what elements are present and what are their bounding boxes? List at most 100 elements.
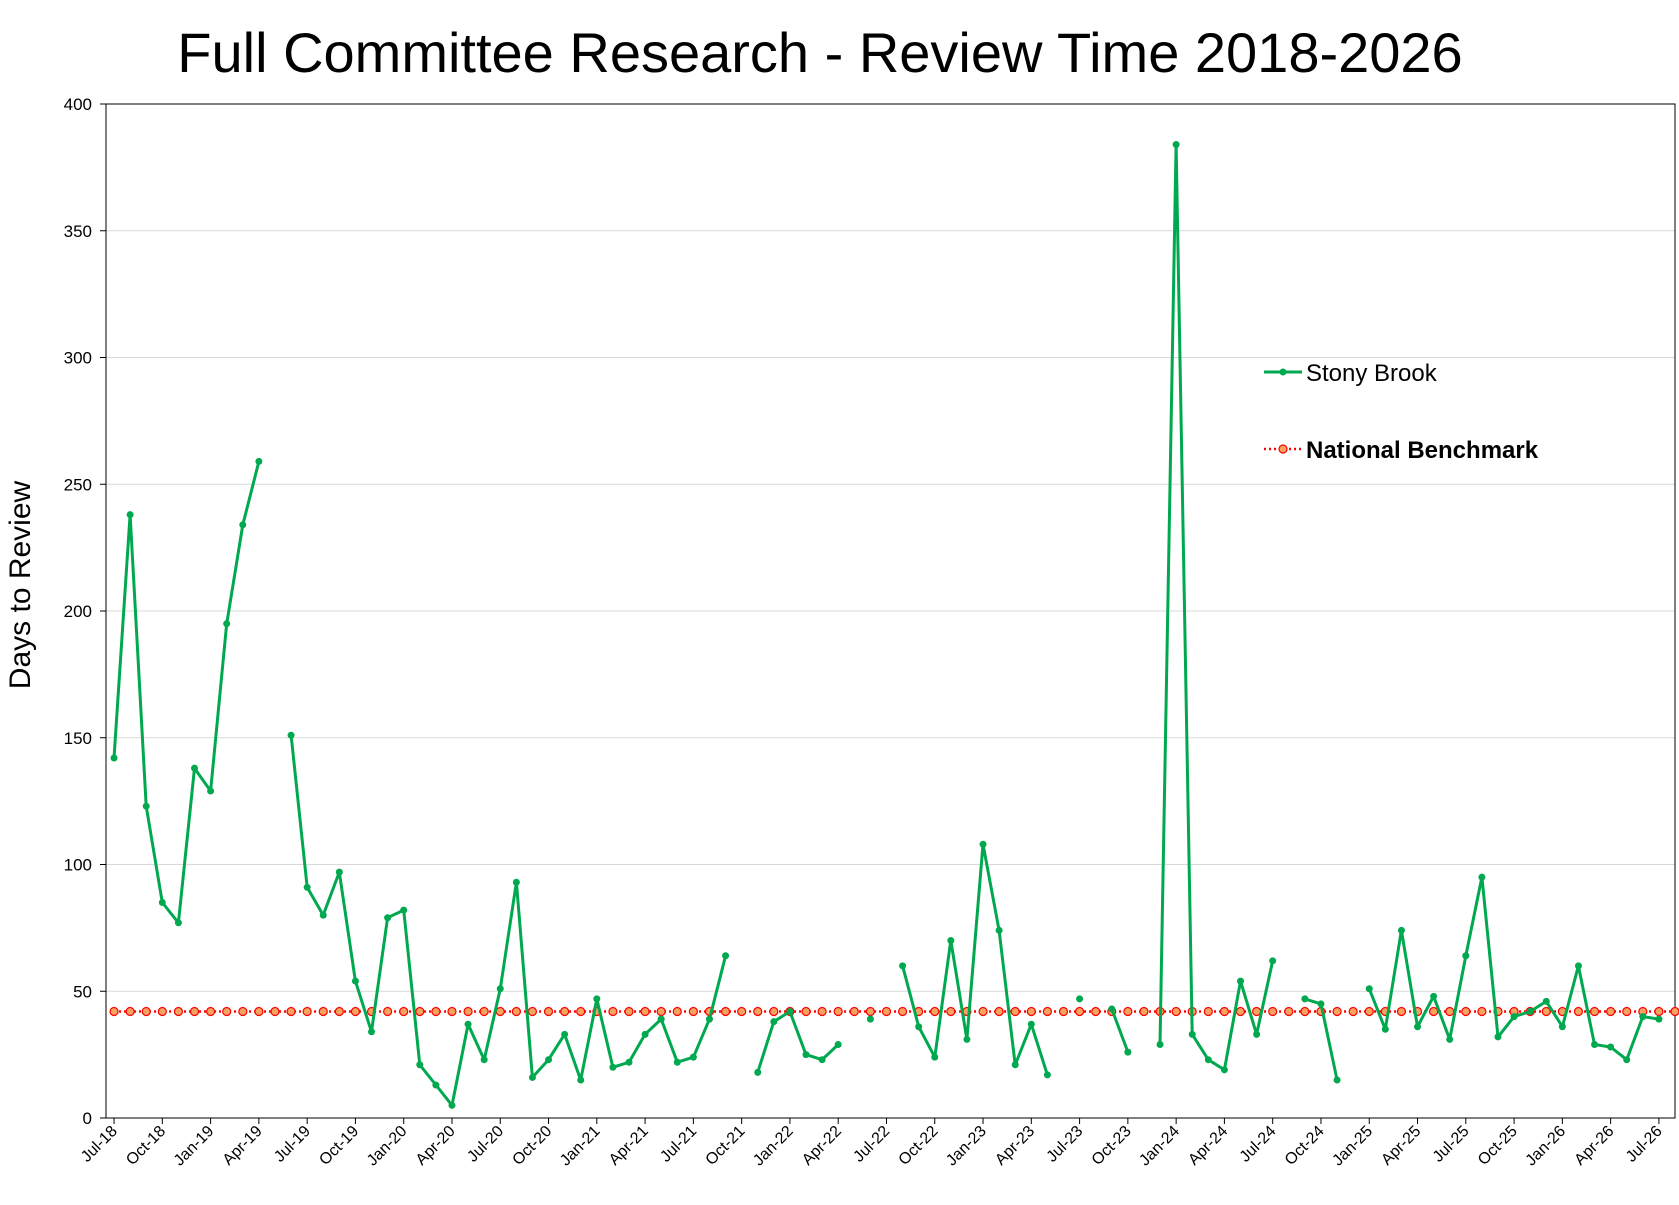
- legend-item-national-benchmark: National Benchmark: [1264, 437, 1539, 464]
- data-point: [319, 911, 327, 919]
- data-point: [1510, 1013, 1518, 1021]
- benchmark-point: [463, 1006, 473, 1017]
- data-point: [593, 995, 601, 1003]
- data-point: [577, 1076, 585, 1084]
- benchmark-point: [817, 1006, 827, 1017]
- benchmark-point: [399, 1006, 409, 1017]
- benchmark-point: [833, 1006, 843, 1017]
- series-line-segment: [1158, 143, 1275, 1072]
- data-point: [947, 937, 955, 945]
- benchmark-point: [1123, 1006, 1133, 1017]
- x-tick-label: Apr-23: [992, 1123, 1038, 1169]
- benchmark-point: [849, 1006, 859, 1017]
- data-point: [1253, 1030, 1261, 1038]
- series-line-segment: [1367, 875, 1660, 1062]
- legend-marker-national-benchmark: [1278, 444, 1288, 454]
- benchmark-point: [1139, 1006, 1149, 1017]
- data-point: [1156, 1040, 1164, 1048]
- data-point: [834, 1040, 842, 1048]
- benchmark-point: [769, 1006, 779, 1017]
- benchmark-point: [865, 1006, 875, 1017]
- data-point: [1574, 962, 1582, 970]
- benchmark-point: [1284, 1006, 1294, 1017]
- benchmark-point: [1670, 1006, 1679, 1017]
- benchmark-point: [624, 1006, 634, 1017]
- benchmark-point: [431, 1006, 441, 1017]
- data-point: [802, 1051, 810, 1059]
- benchmark-point: [206, 1006, 216, 1017]
- x-tick-label: Oct-20: [509, 1123, 555, 1169]
- data-point: [1188, 1030, 1196, 1038]
- data-point: [110, 754, 118, 762]
- data-point: [1301, 995, 1309, 1003]
- data-point: [416, 1061, 424, 1069]
- benchmark-point: [109, 1006, 119, 1017]
- data-point: [287, 731, 295, 739]
- y-tick-label: 100: [64, 856, 92, 875]
- x-tick-label: Apr-20: [413, 1123, 459, 1169]
- benchmark-point: [994, 1006, 1004, 1017]
- data-point: [899, 962, 907, 970]
- x-tick-label: Apr-19: [220, 1123, 266, 1169]
- data-point: [931, 1053, 939, 1061]
- data-point: [979, 840, 987, 848]
- benchmark-point: [495, 1006, 505, 1017]
- benchmark-point: [1010, 1006, 1020, 1017]
- data-point: [786, 1008, 794, 1016]
- y-axis-ticks: 0 50 100 150 200 250 300 350 400: [64, 95, 106, 1128]
- benchmark-point: [415, 1006, 425, 1017]
- x-axis-ticks: Jul-18 Oct-18 Jan-19 Apr-19 Jul-19 Oct-19 Jan-…: [78, 1118, 1666, 1169]
- data-point: [1043, 1071, 1051, 1079]
- data-point: [432, 1081, 440, 1089]
- legend: Stony Brook National Benchmark: [1264, 360, 1539, 464]
- y-tick-label: 400: [64, 95, 92, 114]
- x-tick-label: Apr-25: [1378, 1123, 1424, 1169]
- data-point: [1462, 952, 1470, 960]
- legend-marker-stony-brook: [1279, 368, 1287, 376]
- data-point: [689, 1053, 697, 1061]
- data-point: [1237, 977, 1245, 985]
- x-tick-label: Jul-18: [78, 1123, 121, 1166]
- benchmark-point: [1364, 1006, 1374, 1017]
- benchmark-point: [254, 1006, 264, 1017]
- benchmark-point: [286, 1006, 296, 1017]
- data-point: [1317, 1000, 1325, 1008]
- data-point: [818, 1056, 826, 1064]
- x-tick-label: Apr-22: [799, 1123, 845, 1169]
- benchmark-point: [737, 1006, 747, 1017]
- data-point: [641, 1030, 649, 1038]
- benchmark-point: [189, 1006, 200, 1017]
- benchmark-point: [1332, 1006, 1342, 1017]
- series-line-segment: [1110, 1008, 1130, 1053]
- data-point: [335, 868, 343, 876]
- x-tick-label: Oct-23: [1089, 1123, 1135, 1169]
- data-point: [1397, 926, 1405, 934]
- data-point: [174, 919, 182, 927]
- x-tick-label: Jul-24: [1237, 1123, 1280, 1166]
- benchmark-point: [1300, 1006, 1310, 1017]
- data-point: [1269, 957, 1277, 965]
- benchmark-point: [1042, 1006, 1053, 1017]
- data-point: [673, 1058, 681, 1066]
- benchmark-point: [881, 1006, 892, 1017]
- benchmark-point: [479, 1006, 489, 1017]
- x-tick-label: Oct-18: [123, 1123, 169, 1169]
- data-point: [915, 1023, 923, 1031]
- data-point: [1011, 1061, 1019, 1069]
- data-point: [1478, 873, 1486, 881]
- x-tick-label: Oct-24: [1282, 1123, 1328, 1169]
- benchmark-point: [656, 1006, 666, 1017]
- y-tick-label: 150: [64, 729, 92, 748]
- data-point: [207, 787, 215, 795]
- y-tick-label: 300: [64, 349, 92, 368]
- x-tick-label: Jan-24: [1136, 1123, 1183, 1170]
- x-tick-label: Jul-26: [1623, 1123, 1666, 1166]
- data-point: [1220, 1066, 1228, 1074]
- benchmark-point: [720, 1006, 731, 1017]
- data-point: [1623, 1056, 1631, 1064]
- series-line-segment: [901, 842, 1049, 1076]
- benchmark-point: [1654, 1006, 1664, 1017]
- data-point: [705, 1015, 713, 1023]
- benchmark-point: [576, 1006, 586, 1017]
- benchmark-point: [270, 1006, 280, 1017]
